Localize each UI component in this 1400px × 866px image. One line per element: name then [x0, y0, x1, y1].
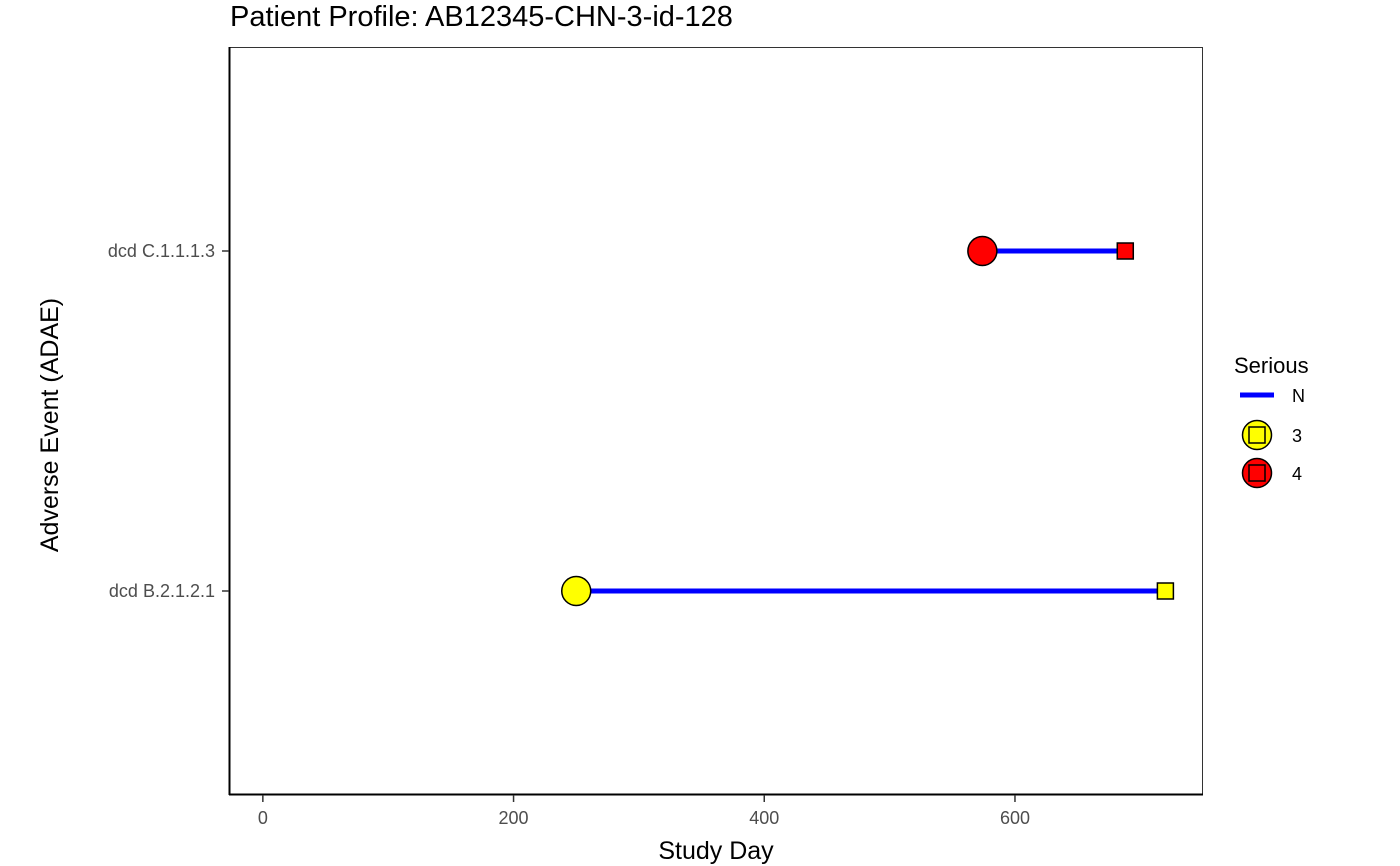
- legend-title: Serious: [1234, 353, 1309, 378]
- x-tick-label: 400: [749, 808, 779, 828]
- event-end-marker: [1156, 582, 1175, 600]
- event-marks: [560, 235, 1175, 607]
- chart-title: Patient Profile: AB12345-CHN-3-id-128: [230, 1, 733, 33]
- y-axis-title: Adverse Event (ADAE): [36, 298, 64, 552]
- x-axis-title: Study Day: [658, 837, 774, 865]
- legend-key-square: [1248, 464, 1266, 482]
- legend-key-square: [1248, 426, 1266, 444]
- event-start-marker: [967, 235, 998, 267]
- event-end-marker: [1116, 242, 1135, 260]
- event-start-marker: [560, 575, 592, 607]
- x-ticks: 0 200 400 600: [258, 795, 1030, 828]
- y-tick-label: dcd B.2.1.2.1: [109, 581, 215, 601]
- y-tick-label: dcd C.1.1.1.3: [108, 241, 215, 261]
- legend-label: 4: [1292, 464, 1302, 484]
- legend-label: 3: [1292, 426, 1302, 446]
- x-tick-label: 200: [499, 808, 529, 828]
- x-tick-label: 600: [1000, 808, 1030, 828]
- x-tick-label: 0: [258, 808, 268, 828]
- panel-border: [229, 47, 1203, 795]
- y-ticks: dcd C.1.1.1.3 dcd B.2.1.2.1: [108, 241, 229, 601]
- legend-label: N: [1292, 386, 1305, 406]
- legend: Serious N 3 4: [1234, 353, 1309, 489]
